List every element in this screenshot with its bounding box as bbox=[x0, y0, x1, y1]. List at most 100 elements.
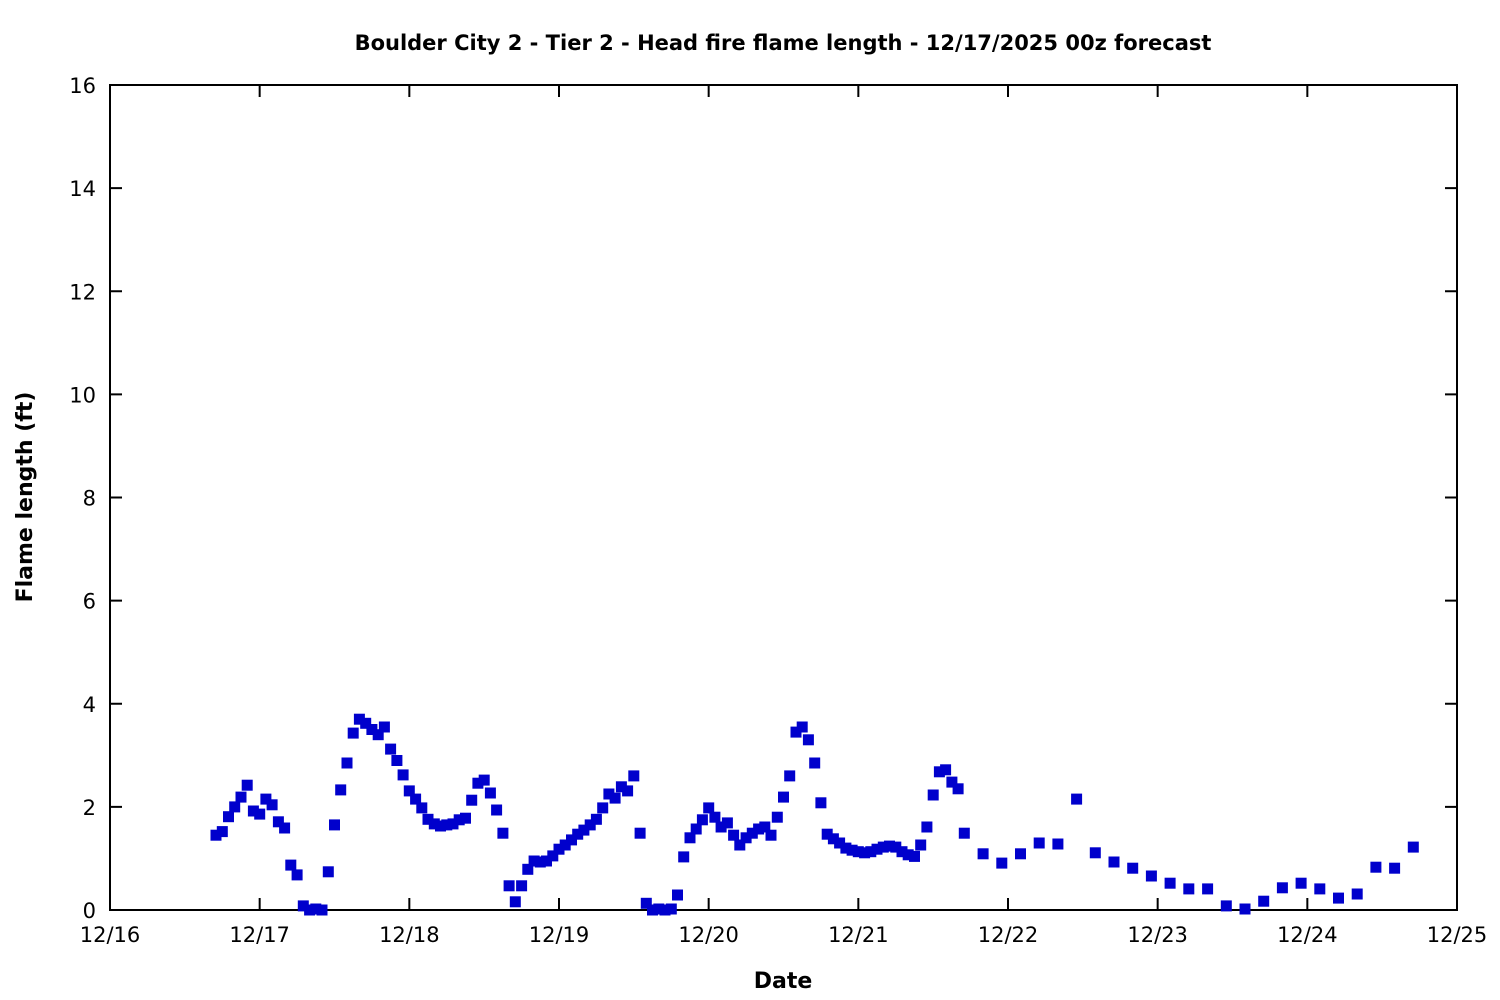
data-point bbox=[678, 851, 690, 863]
data-point bbox=[796, 721, 808, 733]
data-point bbox=[640, 897, 652, 909]
data-point bbox=[534, 856, 546, 868]
data-point bbox=[553, 843, 565, 855]
data-point bbox=[435, 820, 446, 832]
data-point bbox=[809, 757, 821, 769]
data-point bbox=[1370, 861, 1382, 873]
data-point bbox=[466, 794, 478, 806]
data-point bbox=[821, 828, 833, 840]
data-point bbox=[734, 839, 746, 851]
y-tick-label: 0 bbox=[83, 899, 96, 923]
data-point bbox=[1276, 882, 1288, 894]
plot-frame bbox=[109, 84, 1458, 911]
data-point bbox=[865, 846, 877, 858]
data-point bbox=[852, 846, 864, 858]
data-point bbox=[428, 818, 440, 830]
data-point bbox=[771, 811, 783, 823]
data-point bbox=[453, 814, 465, 826]
data-point bbox=[235, 791, 247, 803]
data-point bbox=[659, 904, 671, 916]
y-tick-label: 2 bbox=[83, 796, 96, 820]
data-point bbox=[447, 818, 459, 830]
data-point bbox=[902, 849, 914, 861]
data-point bbox=[1127, 862, 1139, 874]
data-point bbox=[647, 904, 658, 916]
data-point bbox=[310, 903, 322, 915]
data-point bbox=[497, 827, 509, 839]
data-point bbox=[516, 880, 528, 892]
data-point bbox=[216, 826, 228, 838]
data-point bbox=[223, 811, 234, 823]
data-point bbox=[977, 848, 989, 860]
data-point bbox=[740, 832, 752, 844]
data-point bbox=[285, 859, 297, 871]
x-tick-label: 12/19 bbox=[529, 923, 590, 947]
data-point bbox=[266, 799, 278, 811]
data-point bbox=[790, 726, 802, 738]
data-point bbox=[834, 837, 846, 849]
data-point bbox=[1220, 900, 1232, 912]
data-point bbox=[784, 770, 796, 782]
data-point bbox=[827, 833, 839, 845]
data-point bbox=[503, 880, 515, 892]
data-point bbox=[304, 904, 316, 916]
data-point bbox=[696, 814, 708, 826]
data-point bbox=[241, 779, 253, 791]
data-point bbox=[628, 770, 640, 782]
data-point bbox=[1333, 892, 1344, 904]
data-point bbox=[958, 827, 970, 839]
axis-ticks bbox=[109, 84, 1458, 911]
data-point bbox=[1033, 837, 1045, 849]
data-point bbox=[1052, 838, 1064, 850]
y-tick-label: 4 bbox=[83, 693, 96, 717]
data-point bbox=[279, 822, 291, 834]
data-point bbox=[802, 734, 814, 746]
data-point bbox=[946, 776, 958, 788]
data-point bbox=[871, 843, 883, 855]
data-point bbox=[815, 797, 827, 809]
data-point bbox=[578, 824, 590, 836]
data-point bbox=[347, 727, 359, 739]
data-point bbox=[909, 850, 920, 862]
data-point bbox=[996, 857, 1008, 869]
data-point bbox=[590, 813, 602, 825]
data-point bbox=[229, 801, 241, 813]
data-point bbox=[1389, 862, 1401, 874]
y-tick-label: 8 bbox=[83, 487, 96, 511]
data-point bbox=[1202, 883, 1214, 895]
data-point bbox=[634, 827, 646, 839]
data-point bbox=[690, 823, 702, 835]
data-point bbox=[247, 805, 259, 817]
data-point bbox=[1071, 793, 1083, 805]
data-point bbox=[322, 866, 334, 878]
x-tick-label: 12/20 bbox=[678, 923, 739, 947]
data-point bbox=[491, 804, 503, 816]
data-point bbox=[709, 811, 721, 823]
y-tick-label: 10 bbox=[69, 383, 96, 407]
x-tick-label: 12/23 bbox=[1127, 923, 1188, 947]
data-points bbox=[210, 713, 1419, 916]
y-tick-label: 12 bbox=[69, 280, 96, 304]
x-tick-label: 12/21 bbox=[828, 923, 889, 947]
data-point bbox=[528, 855, 540, 867]
data-point bbox=[572, 828, 584, 840]
data-point bbox=[933, 766, 945, 778]
data-point bbox=[603, 788, 615, 800]
data-point bbox=[952, 783, 964, 795]
data-point bbox=[335, 784, 347, 796]
data-point bbox=[522, 863, 534, 875]
data-point bbox=[703, 802, 715, 814]
data-point bbox=[478, 774, 490, 786]
data-point bbox=[441, 819, 453, 831]
data-point bbox=[260, 793, 272, 805]
data-point bbox=[890, 841, 902, 853]
data-point bbox=[728, 829, 740, 841]
data-point bbox=[403, 785, 415, 797]
data-point bbox=[210, 829, 222, 841]
y-tick-label: 6 bbox=[83, 590, 96, 614]
data-point bbox=[460, 812, 471, 824]
data-point bbox=[622, 785, 634, 797]
data-point bbox=[360, 717, 372, 729]
